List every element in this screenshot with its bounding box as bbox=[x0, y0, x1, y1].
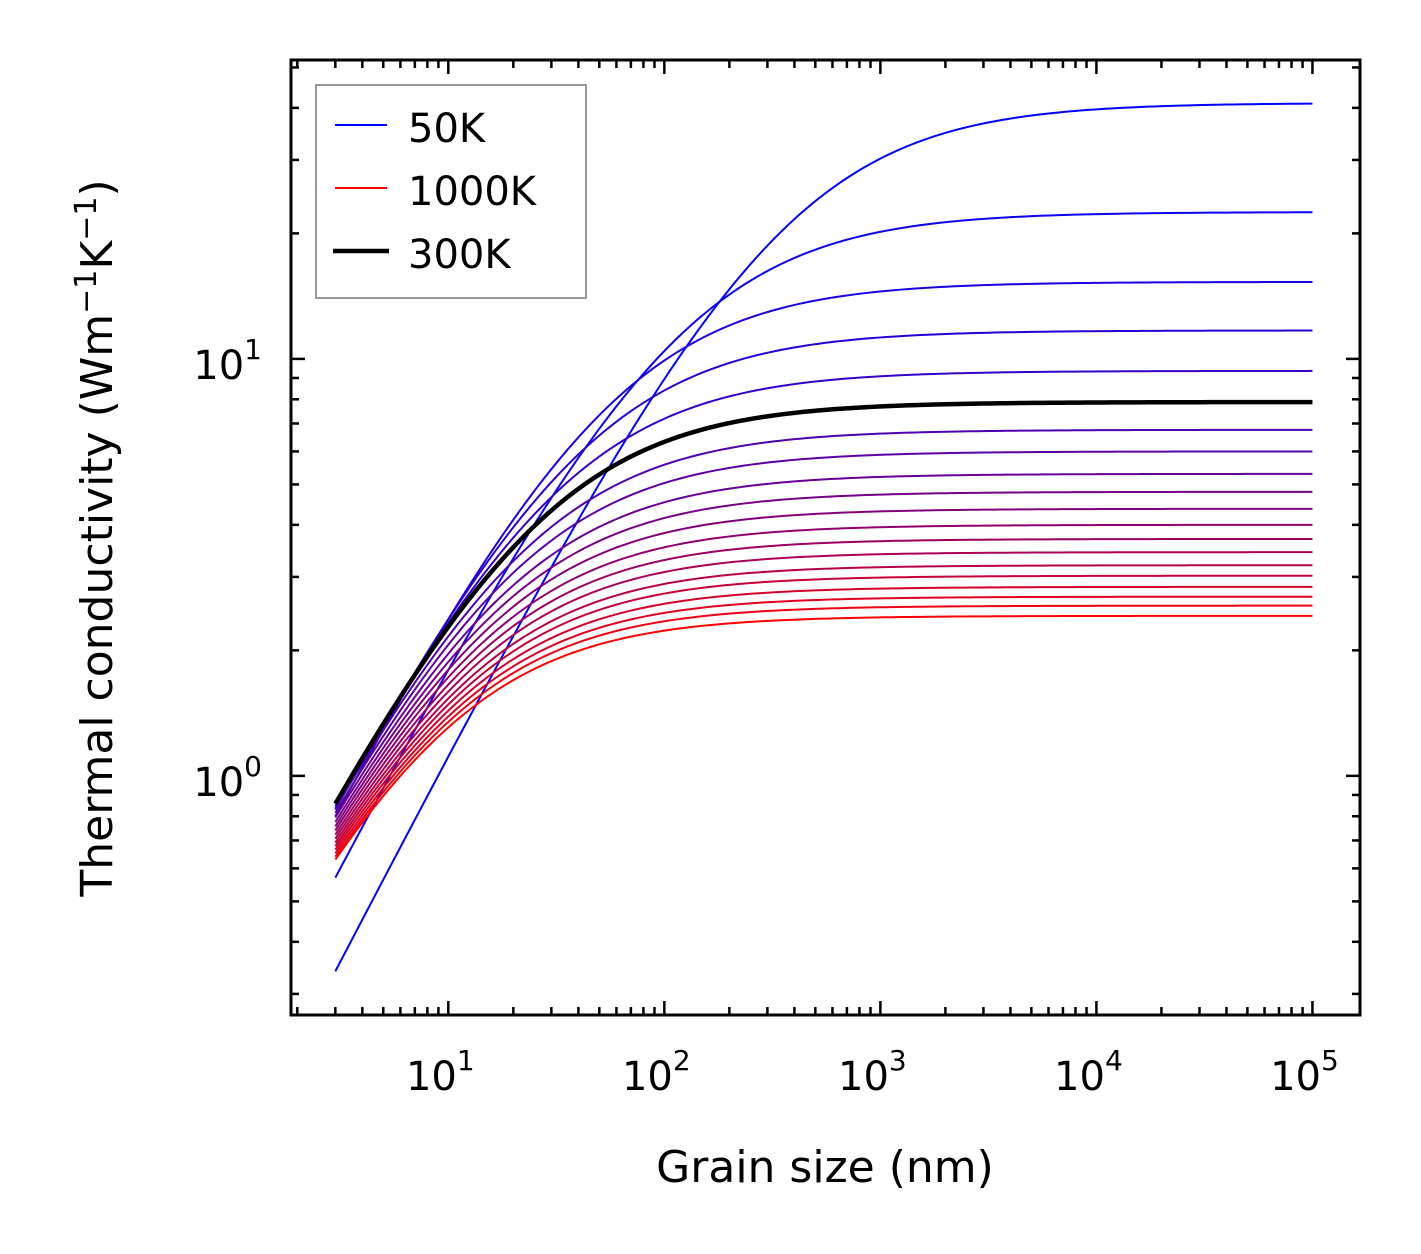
series-layer bbox=[333, 102, 1313, 972]
series-line-350k bbox=[334, 428, 1313, 810]
series-line-450k bbox=[334, 472, 1313, 818]
x-tick-label: 104 bbox=[1054, 1044, 1123, 1100]
y-axis-label-sup1: −1 bbox=[69, 270, 104, 314]
y-axis-label-mid: K bbox=[72, 240, 123, 270]
legend-label-300k: 300K bbox=[408, 232, 512, 278]
y-axis-label: Thermal conductivity (Wm−1K−1) bbox=[69, 179, 123, 897]
x-tick-base: 10 bbox=[406, 1054, 457, 1100]
series-line-400k bbox=[334, 450, 1313, 814]
x-tick-base: 10 bbox=[622, 1054, 673, 1100]
series-line-500k bbox=[334, 490, 1313, 823]
series-line-800k bbox=[334, 574, 1313, 847]
y-tick-exp: 0 bbox=[244, 750, 262, 783]
series-line-50k bbox=[334, 102, 1313, 972]
series-line-100k bbox=[334, 211, 1313, 879]
y-tick-base: 10 bbox=[193, 343, 244, 389]
legend-label-1000k: 1000K bbox=[408, 169, 538, 215]
series-line-300k bbox=[333, 399, 1313, 805]
x-tick-labels: 101 102 103 104 105 bbox=[406, 1044, 1339, 1100]
x-axis-label: Grain size (nm) bbox=[656, 1142, 994, 1193]
plot-frame bbox=[289, 58, 1362, 1017]
x-tick-exp: 5 bbox=[1321, 1044, 1339, 1077]
y-tick-label: 101 bbox=[193, 333, 262, 389]
plot-area bbox=[289, 58, 1362, 1017]
x-tick-label: 102 bbox=[622, 1044, 691, 1100]
x-tick-base: 10 bbox=[1270, 1054, 1321, 1100]
series-line-650k bbox=[334, 537, 1313, 836]
series-line-700k bbox=[334, 551, 1313, 840]
x-tick-exp: 4 bbox=[1105, 1044, 1123, 1077]
series-line-150k bbox=[334, 280, 1313, 817]
series-line-250k bbox=[334, 369, 1313, 807]
x-tick-label: 105 bbox=[1270, 1044, 1339, 1100]
x-tick-base: 10 bbox=[1054, 1054, 1105, 1100]
series-line-600k bbox=[334, 523, 1313, 831]
legend-label-50k: 50K bbox=[408, 106, 487, 152]
y-axis-label-end: ) bbox=[72, 179, 123, 196]
series-line-950k bbox=[334, 604, 1313, 858]
series-line-200k bbox=[334, 329, 1313, 811]
y-tick-exp: 1 bbox=[244, 333, 262, 366]
x-tick-label: 103 bbox=[838, 1044, 907, 1100]
series-line-850k bbox=[334, 585, 1313, 851]
series-line-750k bbox=[334, 564, 1313, 844]
legend: 50K 1000K 300K bbox=[315, 84, 587, 299]
y-axis-label-sup2: −1 bbox=[69, 197, 104, 241]
x-tick-exp: 2 bbox=[673, 1044, 691, 1077]
x-tick-exp: 1 bbox=[457, 1044, 475, 1077]
y-axis-label-main: Thermal conductivity (Wm bbox=[72, 314, 123, 898]
x-tick-label: 101 bbox=[406, 1044, 475, 1100]
series-line-1000k bbox=[334, 614, 1313, 861]
x-tick-base: 10 bbox=[838, 1054, 889, 1100]
y-tick-base: 10 bbox=[193, 760, 244, 806]
legend-box bbox=[315, 84, 587, 299]
series-line-900k bbox=[334, 595, 1313, 854]
y-tick-label: 100 bbox=[193, 750, 262, 806]
x-tick-exp: 3 bbox=[889, 1044, 907, 1077]
series-line-550k bbox=[334, 507, 1313, 827]
